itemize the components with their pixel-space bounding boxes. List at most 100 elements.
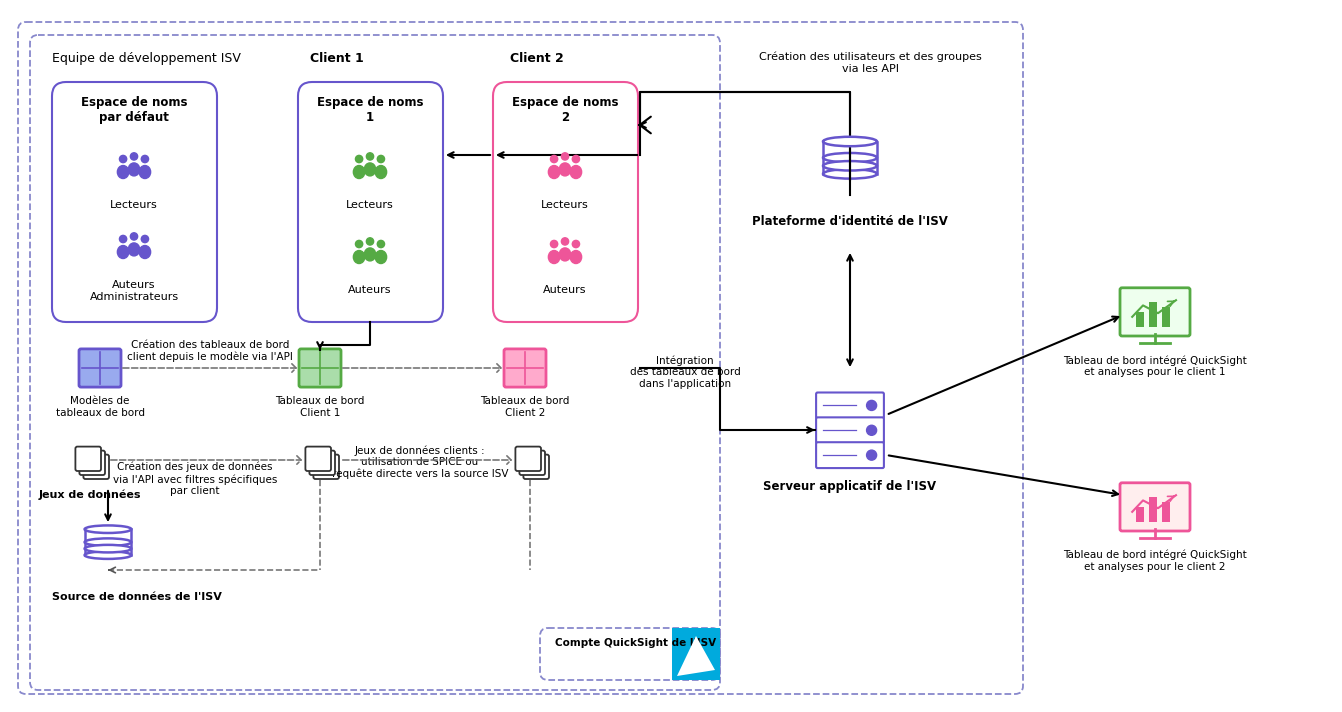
Ellipse shape [141,236,149,243]
Bar [1149,303,1157,328]
Ellipse shape [823,161,878,171]
Ellipse shape [85,525,132,533]
FancyBboxPatch shape [83,454,109,479]
Ellipse shape [377,155,385,162]
Ellipse shape [141,155,149,162]
Ellipse shape [376,165,386,179]
FancyBboxPatch shape [314,454,340,479]
Text: Création des utilisateurs et des groupes
via les API: Création des utilisateurs et des groupes… [758,52,981,74]
Ellipse shape [823,137,878,146]
Ellipse shape [550,155,558,162]
FancyBboxPatch shape [1121,288,1190,336]
Ellipse shape [140,246,150,258]
Ellipse shape [366,153,373,160]
Ellipse shape [366,238,373,245]
FancyBboxPatch shape [515,446,541,471]
Bar [1162,308,1170,328]
FancyBboxPatch shape [505,349,546,387]
Ellipse shape [356,241,362,248]
Text: Tableau de bord intégré QuickSight
et analyses pour le client 1: Tableau de bord intégré QuickSight et an… [1063,355,1247,377]
Text: Equipe de développement ISV: Equipe de développement ISV [52,52,240,65]
Text: Jeux de données: Jeux de données [39,490,141,501]
FancyBboxPatch shape [519,451,545,475]
Ellipse shape [130,233,138,240]
Text: Tableaux de bord
Client 2: Tableaux de bord Client 2 [480,396,570,418]
Text: Création des tableaux de bord
client depuis le modèle via l'API: Création des tableaux de bord client dep… [127,340,293,362]
Ellipse shape [570,165,581,179]
FancyBboxPatch shape [816,417,884,443]
FancyBboxPatch shape [816,442,884,468]
Ellipse shape [561,238,569,245]
Ellipse shape [550,241,558,248]
Circle shape [867,425,876,435]
Ellipse shape [129,163,140,176]
Ellipse shape [549,165,560,179]
Ellipse shape [140,165,150,179]
FancyBboxPatch shape [523,454,549,479]
Ellipse shape [364,248,376,261]
Ellipse shape [85,545,132,553]
Text: Auteurs
Administrateurs: Auteurs Administrateurs [90,280,178,302]
Bar [1162,503,1170,522]
Text: Lecteurs: Lecteurs [346,200,393,210]
Text: Client 2: Client 2 [510,52,564,65]
Text: Lecteurs: Lecteurs [110,200,158,210]
Ellipse shape [119,236,126,243]
Ellipse shape [572,155,580,162]
FancyBboxPatch shape [299,349,341,387]
Ellipse shape [364,163,376,176]
Ellipse shape [560,163,570,176]
Bar [85,529,132,555]
Text: Source de données de l'ISV: Source de données de l'ISV [52,592,221,602]
Ellipse shape [376,251,386,263]
Ellipse shape [129,243,140,256]
FancyBboxPatch shape [79,349,121,387]
Text: Espace de noms
par défaut: Espace de noms par défaut [81,96,188,124]
Circle shape [867,400,876,410]
Ellipse shape [549,251,560,263]
Ellipse shape [356,155,362,162]
Bar [823,142,878,174]
Ellipse shape [119,155,126,162]
Text: Création des jeux de données
via l'API avec filtres spécifiques
par client: Création des jeux de données via l'API a… [113,462,278,496]
Polygon shape [676,636,715,676]
Text: Lecteurs: Lecteurs [541,200,589,210]
Text: Auteurs: Auteurs [544,285,586,295]
Bar [1149,497,1157,522]
FancyBboxPatch shape [672,628,721,680]
Text: Client 1: Client 1 [310,52,364,65]
Ellipse shape [823,153,878,162]
FancyBboxPatch shape [310,451,336,475]
Text: Compte QuickSight de l'ISV: Compte QuickSight de l'ISV [556,638,717,648]
Text: Jeux de données clients :
utilisation de SPICE ou
requête directe vers la source: Jeux de données clients : utilisation de… [331,445,509,479]
Ellipse shape [353,165,365,179]
FancyBboxPatch shape [1121,483,1190,531]
FancyBboxPatch shape [306,446,331,471]
FancyBboxPatch shape [75,446,101,471]
Ellipse shape [823,169,878,179]
Ellipse shape [85,538,132,546]
Ellipse shape [117,246,129,258]
Bar [1135,312,1143,328]
Ellipse shape [560,248,570,261]
Ellipse shape [377,241,385,248]
Text: Auteurs: Auteurs [349,285,392,295]
Ellipse shape [85,551,132,559]
Text: Tableau de bord intégré QuickSight
et analyses pour le client 2: Tableau de bord intégré QuickSight et an… [1063,550,1247,572]
Bar [1135,507,1143,522]
Text: Espace de noms
2: Espace de noms 2 [511,96,619,124]
Ellipse shape [353,251,365,263]
Text: Plateforme d'identité de l'ISV: Plateforme d'identité de l'ISV [752,215,947,228]
FancyBboxPatch shape [816,392,884,419]
Ellipse shape [117,165,129,179]
Text: Intégration
des tableaux de bord
dans l'application: Intégration des tableaux de bord dans l'… [629,355,741,389]
Text: Modèles de
tableaux de bord: Modèles de tableaux de bord [55,396,145,418]
Text: Serveur applicatif de l'ISV: Serveur applicatif de l'ISV [764,480,937,493]
Ellipse shape [561,153,569,160]
Text: Tableaux de bord
Client 1: Tableaux de bord Client 1 [275,396,365,418]
Ellipse shape [570,251,581,263]
FancyBboxPatch shape [79,451,105,475]
Ellipse shape [130,153,138,160]
Ellipse shape [572,241,580,248]
Circle shape [867,450,876,460]
